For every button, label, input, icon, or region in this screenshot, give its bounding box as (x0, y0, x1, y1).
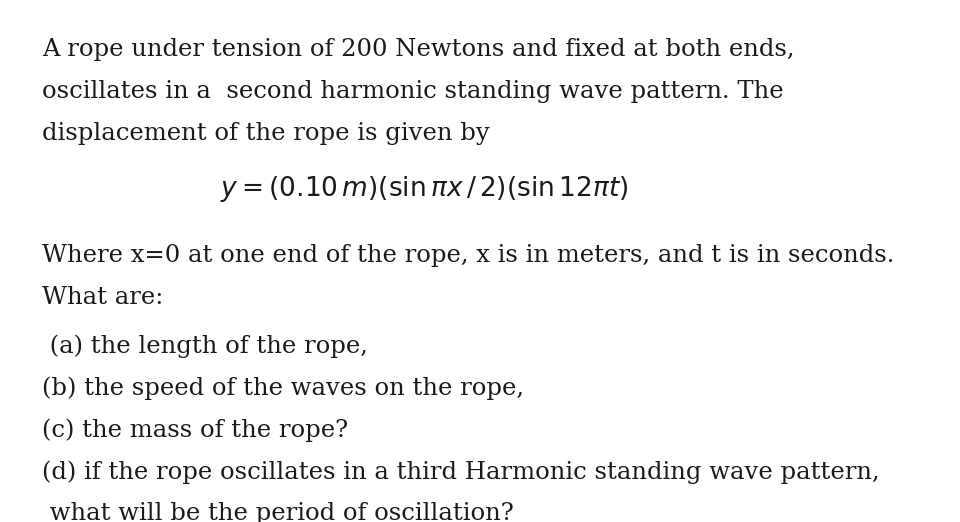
Text: (c) the mass of the rope?: (c) the mass of the rope? (42, 418, 348, 442)
Text: What are:: What are: (42, 286, 163, 309)
Text: oscillates in a  second harmonic standing wave pattern. The: oscillates in a second harmonic standing… (42, 80, 783, 103)
Text: Where x=0 at one end of the rope, x is in meters, and t is in seconds.: Where x=0 at one end of the rope, x is i… (42, 244, 895, 267)
Text: displacement of the rope is given by: displacement of the rope is given by (42, 122, 490, 145)
Text: A rope under tension of 200 Newtons and fixed at both ends,: A rope under tension of 200 Newtons and … (42, 38, 795, 61)
Text: (a) the length of the rope,: (a) the length of the rope, (42, 334, 368, 358)
Text: (d) if the rope oscillates in a third Harmonic standing wave pattern,: (d) if the rope oscillates in a third Ha… (42, 460, 879, 483)
Text: (b) the speed of the waves on the rope,: (b) the speed of the waves on the rope, (42, 376, 524, 399)
Text: $y = (0.10\,m)(\sin \pi x\,/\,2)(\sin 12\pi t)$: $y = (0.10\,m)(\sin \pi x\,/\,2)(\sin 12… (220, 174, 629, 204)
Text: what will be the period of oscillation?: what will be the period of oscillation? (42, 502, 514, 522)
